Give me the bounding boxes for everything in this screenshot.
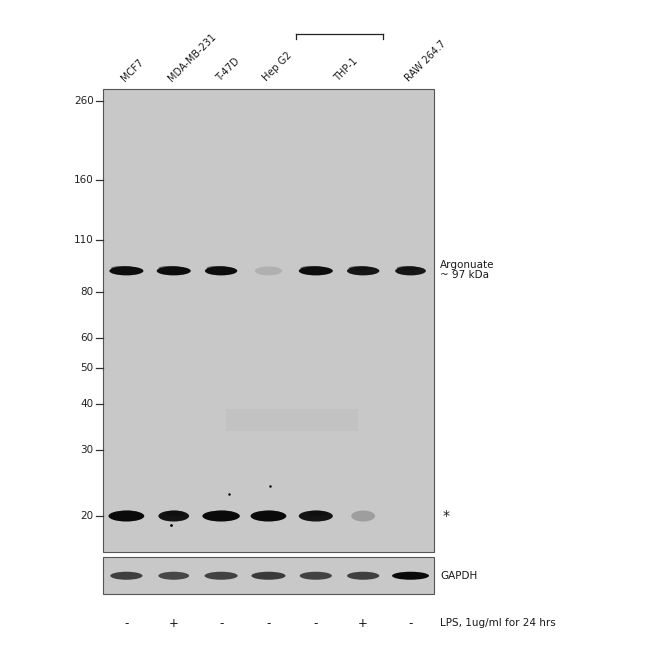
- Ellipse shape: [300, 572, 332, 580]
- Bar: [103, 557, 434, 594]
- Bar: [226, 409, 358, 431]
- Ellipse shape: [299, 266, 333, 275]
- Ellipse shape: [109, 266, 144, 275]
- Ellipse shape: [159, 572, 189, 580]
- Text: -: -: [313, 617, 318, 630]
- Text: 40: 40: [81, 399, 94, 409]
- Ellipse shape: [307, 511, 328, 516]
- Ellipse shape: [207, 266, 229, 270]
- Ellipse shape: [109, 511, 144, 522]
- Text: ~ 97 kDa: ~ 97 kDa: [440, 270, 489, 280]
- Ellipse shape: [259, 511, 281, 516]
- Text: LPS, 1ug/ml for 24 hrs: LPS, 1ug/ml for 24 hrs: [440, 618, 556, 629]
- Text: 110: 110: [74, 235, 94, 246]
- Text: -: -: [219, 617, 224, 630]
- Ellipse shape: [118, 511, 139, 516]
- Ellipse shape: [202, 511, 240, 522]
- Ellipse shape: [299, 511, 333, 522]
- Text: 20: 20: [81, 511, 94, 521]
- Text: 60: 60: [81, 334, 94, 343]
- Ellipse shape: [250, 511, 287, 522]
- Text: MCF7: MCF7: [120, 57, 146, 84]
- Bar: [103, 89, 434, 552]
- Text: *: *: [442, 509, 449, 523]
- Text: Hep G2: Hep G2: [261, 51, 294, 84]
- Ellipse shape: [159, 511, 189, 522]
- Ellipse shape: [396, 266, 418, 270]
- Text: THP-1: THP-1: [332, 56, 359, 84]
- Ellipse shape: [159, 266, 182, 270]
- Text: +: +: [169, 617, 179, 630]
- Ellipse shape: [347, 572, 379, 580]
- Text: T-47D: T-47D: [214, 56, 241, 84]
- Ellipse shape: [300, 266, 324, 270]
- Ellipse shape: [351, 511, 375, 522]
- Ellipse shape: [255, 266, 282, 275]
- Text: MDA-MB-231: MDA-MB-231: [166, 32, 218, 84]
- Text: 160: 160: [74, 175, 94, 185]
- Ellipse shape: [111, 266, 135, 270]
- Ellipse shape: [252, 572, 285, 580]
- Text: -: -: [266, 617, 270, 630]
- Ellipse shape: [205, 266, 237, 275]
- Ellipse shape: [347, 266, 380, 275]
- Ellipse shape: [348, 266, 371, 270]
- Text: 80: 80: [81, 287, 94, 297]
- Ellipse shape: [157, 266, 191, 275]
- Text: +: +: [358, 617, 368, 630]
- Text: GAPDH: GAPDH: [440, 571, 478, 581]
- Ellipse shape: [212, 511, 234, 516]
- Text: -: -: [124, 617, 129, 630]
- Ellipse shape: [205, 572, 238, 580]
- Text: 30: 30: [81, 445, 94, 456]
- Text: 260: 260: [74, 97, 94, 106]
- Text: Argonuate: Argonuate: [440, 260, 495, 270]
- Text: 50: 50: [81, 363, 94, 373]
- Ellipse shape: [166, 511, 185, 516]
- Ellipse shape: [392, 572, 429, 580]
- Text: RAW 264.7: RAW 264.7: [404, 39, 448, 84]
- Ellipse shape: [395, 266, 426, 275]
- Text: -: -: [408, 617, 413, 630]
- Ellipse shape: [111, 572, 142, 580]
